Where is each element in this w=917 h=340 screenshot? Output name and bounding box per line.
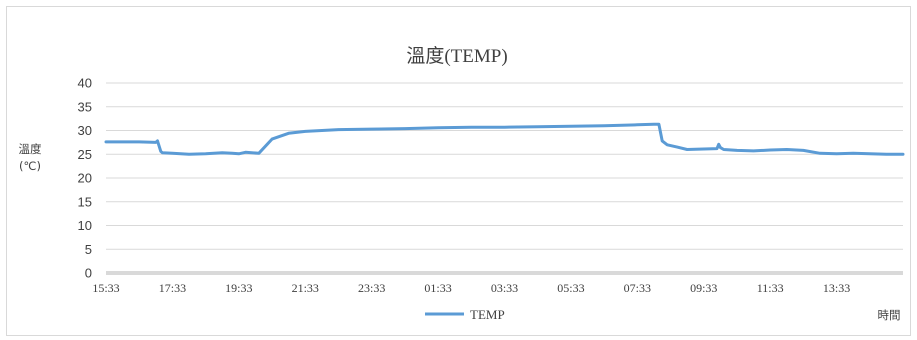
x-tick-labels: 15:33 17:33 19:33 21:33 23:33 01:33 03:33 05:33… xyxy=(92,281,850,295)
x-tick-label: 23:33 xyxy=(358,281,385,295)
x-tick-label: 07:33 xyxy=(624,281,651,295)
y-tick-label: 20 xyxy=(78,171,92,186)
y-tick-label: 10 xyxy=(78,218,92,233)
y-tick-label: 5 xyxy=(85,242,92,257)
y-tick-label: 0 xyxy=(85,266,92,281)
y-tick-label: 15 xyxy=(78,194,92,209)
y-tick-labels: 0 5 10 15 20 25 30 35 40 xyxy=(78,76,92,281)
y-tick-label: 40 xyxy=(78,76,92,91)
chart-title: 溫度(TEMP) xyxy=(406,45,507,67)
chart-frame xyxy=(6,6,911,336)
x-tick-label: 03:33 xyxy=(491,281,518,295)
x-tick-label: 11:33 xyxy=(757,281,784,295)
y-tick-label: 30 xyxy=(78,123,92,138)
x-axis-label: 時間 xyxy=(878,308,901,322)
y-tick-label: 25 xyxy=(78,147,92,162)
x-tick-label: 01:33 xyxy=(424,281,451,295)
x-tick-label: 09:33 xyxy=(690,281,717,295)
x-tick-label: 13:33 xyxy=(823,281,850,295)
gridlines xyxy=(106,82,903,250)
x-tick-label: 15:33 xyxy=(92,281,119,295)
x-tick-label: 19:33 xyxy=(225,281,252,295)
x-tick-label: 05:33 xyxy=(557,281,584,295)
y-tick-label: 35 xyxy=(78,99,92,114)
y-axis-unit: (℃) xyxy=(19,159,41,173)
series-line-temp xyxy=(104,122,905,156)
legend-label-temp: TEMP xyxy=(470,307,505,322)
x-tick-label: 17:33 xyxy=(159,281,186,295)
legend: TEMP xyxy=(425,307,505,322)
y-axis-label: 溫度 xyxy=(19,142,42,156)
x-tick-label: 21:33 xyxy=(292,281,319,295)
